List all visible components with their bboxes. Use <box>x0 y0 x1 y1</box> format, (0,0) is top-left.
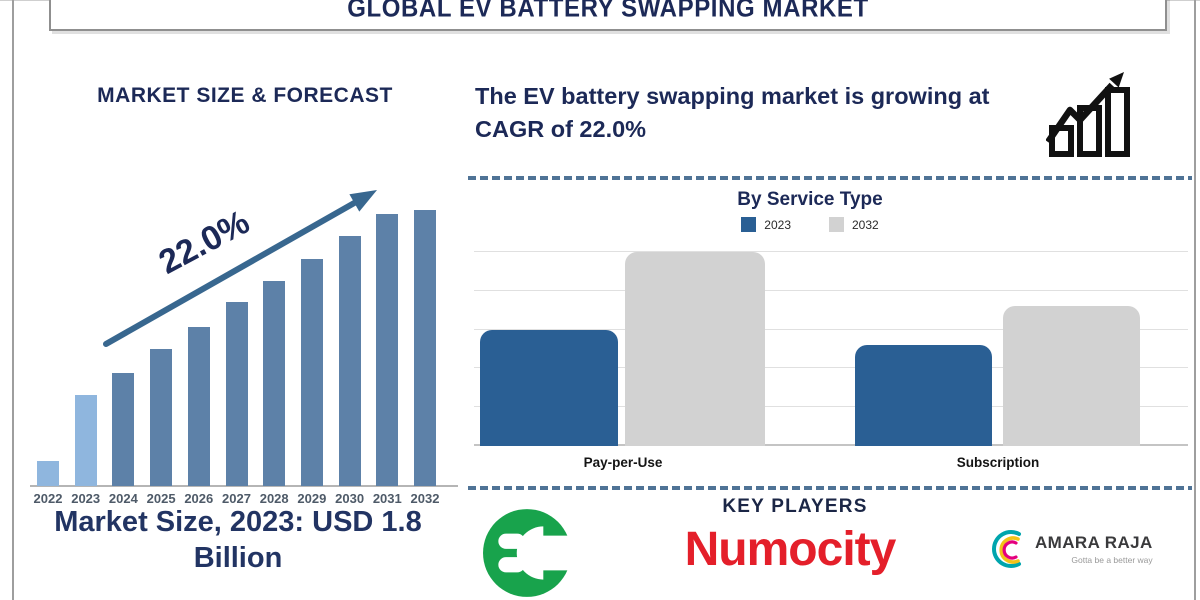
legend-label-2023: 2023 <box>764 217 791 232</box>
right-border-line <box>1194 0 1196 600</box>
trend-arrow-icon <box>103 190 377 347</box>
service-gridline <box>474 367 1188 369</box>
service-gridline <box>474 328 1188 330</box>
forecast-bar-2031 <box>376 214 399 486</box>
legend-item-2023: 2023 <box>741 217 791 232</box>
service-gridline <box>474 406 1188 408</box>
forecast-year-label-2032: 2032 <box>410 491 440 506</box>
service-bar-Pay-per-Use-2032 <box>625 252 765 446</box>
forecast-axis-baseline <box>30 485 458 487</box>
forecast-year-label-2027: 2027 <box>222 491 251 506</box>
forecast-year-label-2023: 2023 <box>71 491 101 506</box>
market-size-caption: Market Size, 2023: USD 1.8 Billion <box>54 506 422 574</box>
service-axis-baseline <box>474 444 1188 446</box>
dashed-divider-top <box>468 176 1192 180</box>
forecast-bar-2026 <box>187 327 210 486</box>
ev-plug-logo-icon <box>483 509 576 597</box>
legend-swatch-2023 <box>741 217 757 232</box>
forecast-year-label-2028: 2028 <box>259 491 289 506</box>
category-label-subscription: Subscription <box>956 455 1040 470</box>
amara-raja-tagline: Gotta be a better way <box>1071 555 1153 565</box>
forecast-year-label-2022: 2022 <box>33 491 63 506</box>
left-border-line <box>12 0 14 600</box>
forecast-bar-2023 <box>74 395 97 486</box>
service-grouped-bar-chart <box>470 251 1192 446</box>
forecast-year-label-2031: 2031 <box>372 491 402 506</box>
forecast-bar-2030 <box>338 236 361 486</box>
legend-label-2032: 2032 <box>852 217 879 232</box>
service-gridline <box>474 289 1188 291</box>
headline-text: The EV battery swapping market is growin… <box>475 83 990 143</box>
forecast-bar-2022 <box>37 461 59 486</box>
service-bar-Subscription-2032 <box>1003 306 1140 446</box>
title-box: GLOBAL EV BATTERY SWAPPING MARKET <box>49 0 1167 31</box>
forecast-bar-2028 <box>263 281 286 486</box>
page-title: GLOBAL EV BATTERY SWAPPING MARKET <box>347 0 869 24</box>
legend-swatch-2032 <box>829 217 844 232</box>
numocity-logo: Numocity <box>684 523 897 576</box>
forecast-bar-2029 <box>300 259 323 486</box>
service-bar-Pay-per-Use-2023 <box>480 329 618 446</box>
forecast-year-label-2030: 2030 <box>335 491 365 506</box>
amara-raja-logo: AMARA RAJA Gotta be a better way <box>985 524 1153 574</box>
service-chart-legend: 2023 2032 <box>470 217 1150 232</box>
dashed-divider-bottom <box>468 486 1192 490</box>
forecast-bar-2027 <box>225 302 248 486</box>
service-chart-title: By Service Type <box>737 189 883 210</box>
amara-raja-name: AMARA RAJA <box>1035 533 1153 552</box>
amara-raja-swirl-icon <box>992 530 1021 568</box>
forecast-year-label-2029: 2029 <box>297 491 327 506</box>
legend-item-2032: 2032 <box>829 217 879 232</box>
forecast-chart-title: MARKET SIZE & FORECAST <box>97 84 393 107</box>
forecast-year-label-2024: 2024 <box>108 491 138 506</box>
forecast-bar-2025 <box>150 349 173 486</box>
forecast-year-label-2025: 2025 <box>146 491 176 506</box>
forecast-bar-2032 <box>414 210 436 486</box>
category-label-pay-per-use: Pay-per-Use <box>583 455 663 470</box>
service-gridline <box>474 251 1188 252</box>
service-bar-Subscription-2023 <box>855 345 992 446</box>
forecast-bar-chart: 2022 2023 2024 2025 2026 2027 2028 2029 2030 2031… <box>30 200 458 506</box>
amara-raja-text: AMARA RAJA Gotta be a better way <box>1035 533 1153 565</box>
forecast-bar-2024 <box>112 373 135 486</box>
key-players-heading: KEY PLAYERS <box>722 496 868 517</box>
growth-chart-icon <box>1046 72 1130 157</box>
forecast-year-label-2026: 2026 <box>184 491 214 506</box>
